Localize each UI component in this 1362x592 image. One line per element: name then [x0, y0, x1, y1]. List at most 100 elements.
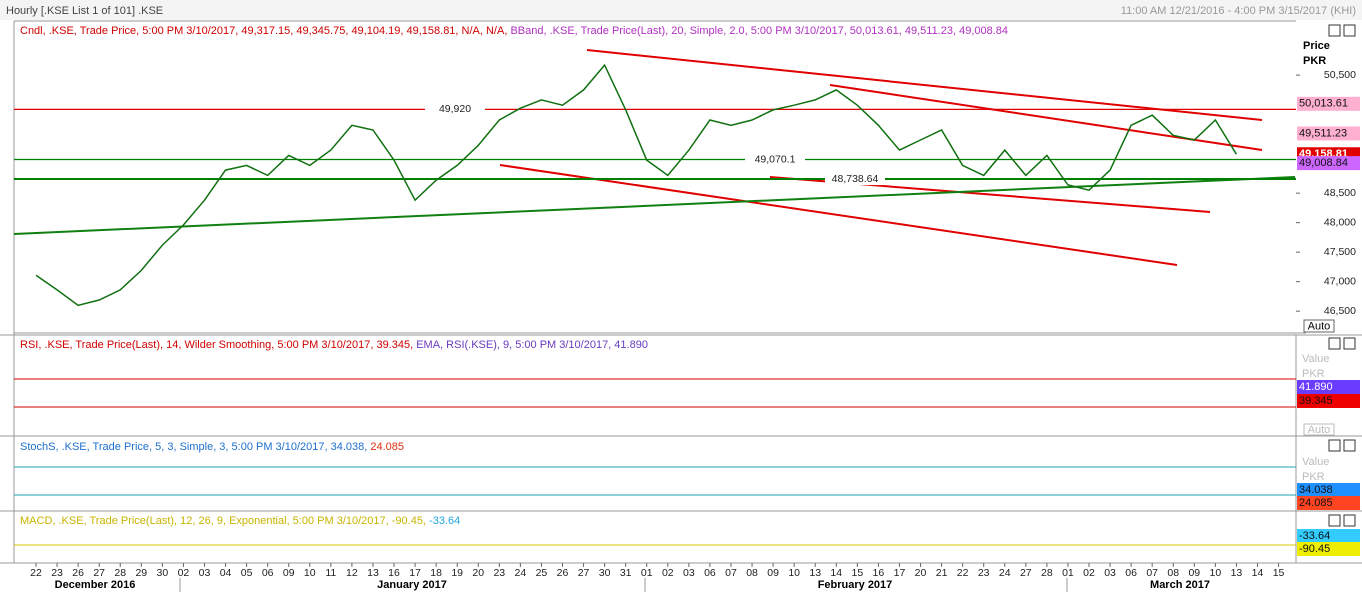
auto-button[interactable]	[1303, 319, 1335, 333]
close-button[interactable]	[1343, 514, 1356, 527]
x-tick-label: 03	[683, 567, 695, 579]
x-tick-label: 28	[114, 567, 126, 579]
x-tick-label: 22	[957, 567, 969, 579]
x-tick-label: 27	[1020, 567, 1032, 579]
month-separators	[179, 578, 1068, 592]
trend-line[interactable]	[499, 164, 1178, 266]
level-label: 49,920	[439, 103, 471, 115]
x-tick-label: 24	[515, 567, 527, 579]
axis-label: Price	[1303, 40, 1330, 52]
axis-unit: PKR	[1302, 471, 1325, 483]
value-box-label: 49,008.84	[1299, 157, 1348, 169]
x-tick-label: 15	[1273, 567, 1285, 579]
x-tick-label: 09	[1188, 567, 1200, 579]
month-label: February 2017	[818, 579, 893, 591]
x-tick-label: 31	[620, 567, 632, 579]
x-tick-label: 02	[178, 567, 190, 579]
x-tick-label: 02	[1083, 567, 1095, 579]
x-tick-label: 20	[472, 567, 484, 579]
value-box	[1297, 496, 1360, 510]
x-tick-label: 30	[157, 567, 169, 579]
x-tick-label: 10	[1210, 567, 1222, 579]
value-box	[1297, 394, 1360, 408]
x-tick-label: 09	[283, 567, 295, 579]
header-part: Cndl, .KSE, Trade Price, 5:00 PM 3/10/20…	[20, 25, 507, 37]
x-tick-label: 13	[809, 567, 821, 579]
x-tick-label: 03	[1104, 567, 1116, 579]
x-tick-label: 04	[220, 567, 232, 579]
x-tick-label: 01	[641, 567, 653, 579]
value-box-label: 24.085	[1299, 497, 1333, 509]
panel-buttons	[1328, 24, 1356, 527]
trend-line[interactable]	[586, 49, 1263, 121]
header-part: EMA, RSI(.KSE), 9, 5:00 PM 3/10/2017, 41…	[416, 339, 648, 351]
x-tick-label: 17	[409, 567, 421, 579]
x-tick-label: 24	[999, 567, 1011, 579]
header-part: -33.64	[429, 515, 460, 527]
x-tick-label: 07	[1146, 567, 1158, 579]
x-tick-label: 23	[978, 567, 990, 579]
close-button[interactable]	[1343, 439, 1356, 452]
y-tick-label: 47,000	[1324, 275, 1356, 287]
value-box-label: 34.038	[1299, 484, 1333, 496]
x-tick-label: 10	[304, 567, 316, 579]
x-tick-label: 06	[704, 567, 716, 579]
y-tick-label: 48,000	[1324, 216, 1356, 228]
trend-line[interactable]	[13, 176, 1296, 235]
maximize-button[interactable]	[1328, 24, 1341, 37]
x-tick-label: 21	[936, 567, 948, 579]
auto-button[interactable]	[1303, 423, 1335, 436]
x-tick-label: 02	[662, 567, 674, 579]
panel-borders	[0, 20, 1362, 564]
x-tick-label: 06	[1125, 567, 1137, 579]
x-tick-label: 07	[725, 567, 737, 579]
y-tick-label: 48,500	[1324, 187, 1356, 199]
value-box-label: 41.890	[1299, 381, 1333, 393]
close-button[interactable]	[1343, 24, 1356, 37]
x-tick-label: 09	[767, 567, 779, 579]
level-label: 49,070.1	[755, 153, 796, 165]
x-tick-label: 27	[93, 567, 105, 579]
x-tick-label: 08	[1167, 567, 1179, 579]
axis-label: Value	[1302, 353, 1329, 365]
panel-header: StochS, .KSE, Trade Price, 5, 3, Simple,…	[20, 441, 404, 453]
x-tick-label: 15	[851, 567, 863, 579]
value-box-label: 49,511.23	[1299, 127, 1347, 139]
price-line	[35, 63, 1238, 307]
title-bar	[0, 0, 1362, 20]
time-range: 11:00 AM 12/21/2016 - 4:00 PM 3/15/2017 …	[1121, 5, 1356, 17]
x-tick-label: 16	[388, 567, 400, 579]
close-button[interactable]	[1343, 337, 1356, 350]
x-tick-label: 26	[557, 567, 569, 579]
x-tick-label: 22	[30, 567, 42, 579]
header-part: StochS, .KSE, Trade Price, 5, 3, Simple,…	[20, 441, 367, 453]
maximize-button[interactable]	[1328, 514, 1341, 527]
panel-header: Cndl, .KSE, Trade Price, 5:00 PM 3/10/20…	[20, 25, 1008, 37]
auto-button-label[interactable]: Auto	[1308, 320, 1331, 332]
value-box	[1297, 380, 1360, 394]
x-tick-label: 29	[135, 567, 147, 579]
x-tick-label: 01	[1062, 567, 1074, 579]
x-tick-label: 03	[199, 567, 211, 579]
x-tick-label: 11	[325, 567, 336, 579]
x-tick-label: 18	[430, 567, 442, 579]
auto-button-label[interactable]: Auto	[1308, 424, 1331, 436]
header-part: MACD, .KSE, Trade Price(Last), 12, 26, 9…	[20, 515, 426, 527]
maximize-button[interactable]	[1328, 337, 1341, 350]
maximize-button[interactable]	[1328, 439, 1341, 452]
x-tick-label: 14	[830, 567, 842, 579]
window-title: Hourly [.KSE List 1 of 101] .KSE	[6, 5, 163, 17]
x-tick-label: 20	[915, 567, 927, 579]
month-label: January 2017	[377, 579, 447, 591]
value-box-label: -90.45	[1299, 543, 1330, 555]
month-label: March 2017	[1150, 579, 1210, 591]
value-box	[1297, 542, 1360, 556]
x-tick-label: 06	[262, 567, 274, 579]
x-tick-label: 30	[599, 567, 611, 579]
x-tick-label: 05	[241, 567, 253, 579]
value-box-label: 50,013.61	[1299, 98, 1348, 110]
x-tick-label: 12	[346, 567, 358, 579]
x-tick-label: 26	[72, 567, 84, 579]
x-tick-label: 19	[451, 567, 463, 579]
